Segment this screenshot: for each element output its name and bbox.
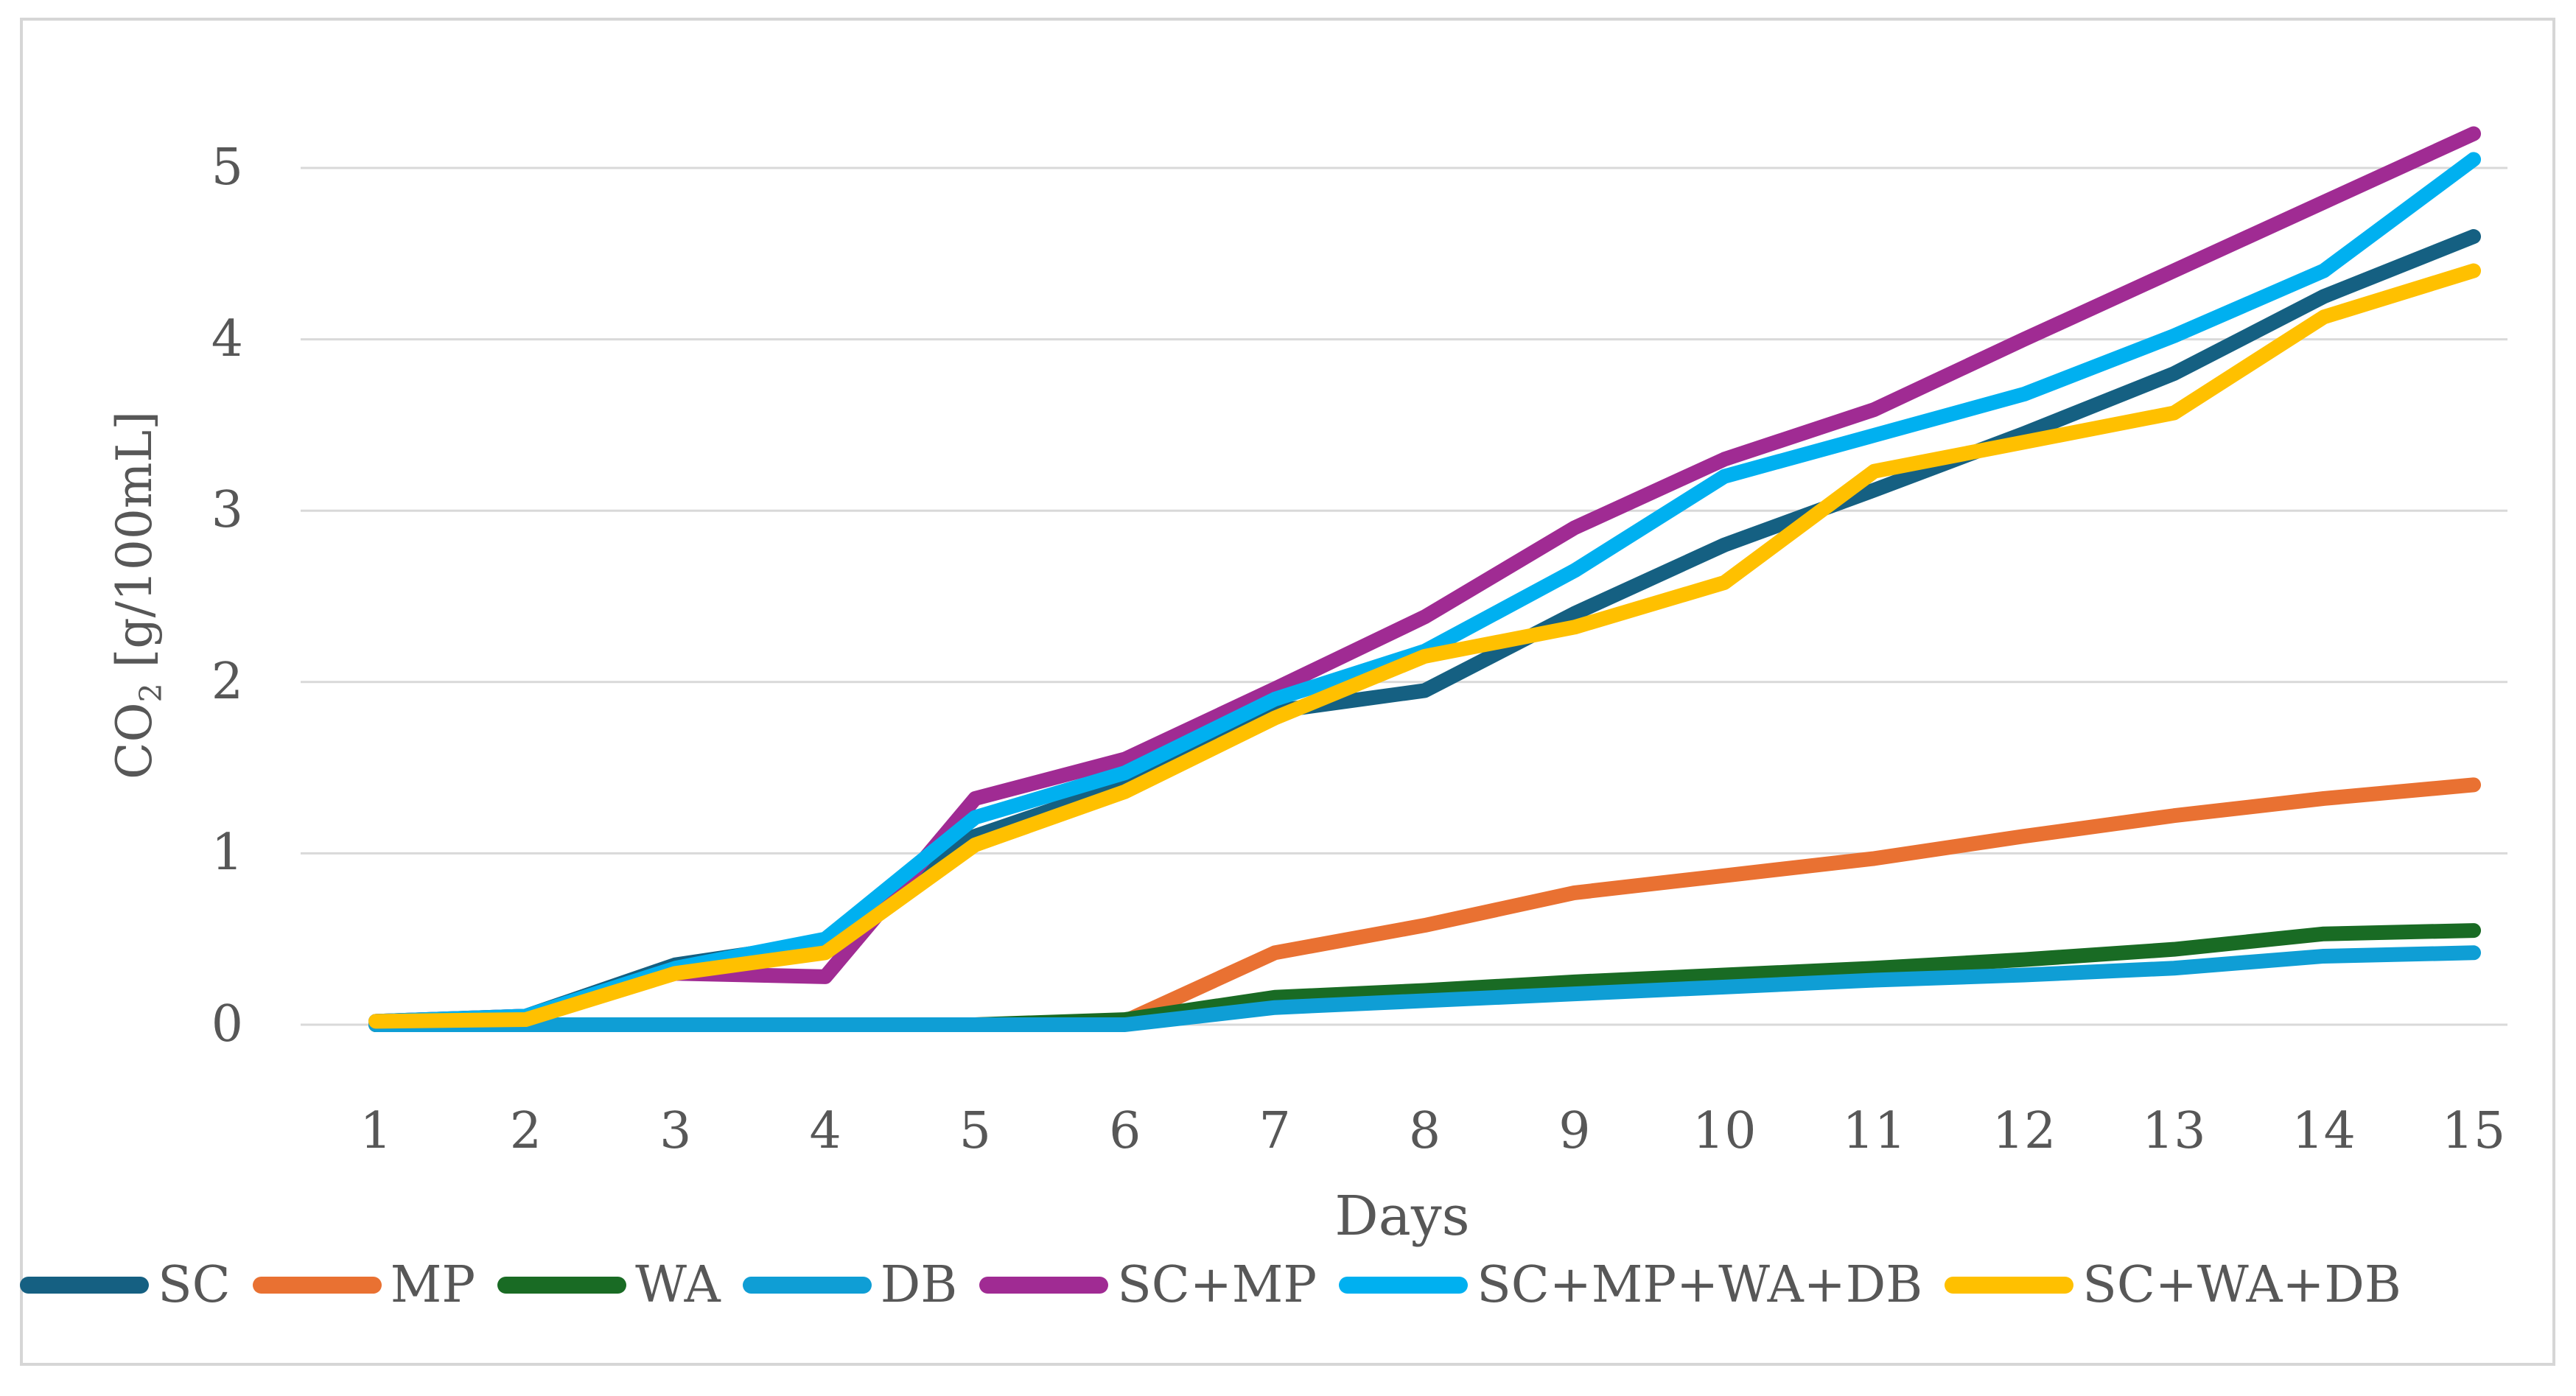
legend-item-sc-mp: SC+MP [979,1256,1317,1314]
legend-label-sc: SC [158,1255,231,1314]
legend-label-mp: MP [390,1255,476,1314]
legend-label-wa: WA [635,1255,721,1314]
y-tick-label-0: 0 [211,995,243,1053]
x-tick-label-9: 9 [1558,1102,1591,1160]
y-axis-title-suffix: [g/100mL] [106,411,163,684]
legend-label-db: DB [880,1255,958,1314]
series-line-SC+WA+DB [368,263,2482,1029]
legend: SC MP WA DB SC+MP SC+MP+WA+DB SC+WA+DB [0,1248,2499,1322]
legend-swatch-sc-wa-db [1945,1276,2074,1294]
series-lines [368,126,2482,1032]
gridlines [301,166,2507,1026]
legend-swatch-wa [497,1276,627,1294]
x-tick-label-15: 15 [2441,1102,2506,1160]
x-tick-label-4: 4 [809,1102,841,1160]
x-tick-label-11: 11 [1842,1102,1906,1160]
legend-swatch-mp [252,1276,382,1294]
series-line-SC+MP [368,126,2482,1029]
legend-swatch-sc-mp-wa-db [1339,1276,1469,1294]
x-tick-label-13: 13 [2142,1102,2206,1160]
series-line-SC+MP+WA+DB [368,152,2482,1029]
y-axis-title: CO2 [g/100mL] [102,80,169,1111]
legend-item-sc-mp-wa-db: SC+MP+WA+DB [1339,1256,1922,1314]
legend-label-sc-mp-wa-db: SC+MP+WA+DB [1477,1255,1923,1314]
x-tick-label-8: 8 [1408,1102,1441,1160]
legend-item-db: DB [742,1255,958,1314]
y-tick-label-5: 5 [211,138,243,197]
series-line-SC [368,229,2482,1029]
y-tick-label-1: 1 [211,824,243,883]
legend-swatch-db [742,1276,872,1294]
y-tick-label-4: 4 [211,309,243,368]
legend-item-wa: WA [497,1256,721,1314]
y-tick-label-3: 3 [211,481,243,540]
legend-item-sc-wa-db: SC+WA+DB [1945,1256,2401,1314]
legend-swatch-sc-mp [979,1276,1109,1294]
y-tick-label-2: 2 [211,652,243,711]
legend-swatch-sc [20,1276,150,1294]
legend-label-sc-wa-db: SC+WA+DB [2082,1255,2401,1314]
legend-label-sc-mp: SC+MP [1117,1255,1317,1314]
x-tick-label-2: 2 [509,1102,542,1160]
series-line-DB [368,945,2482,1032]
x-tick-label-14: 14 [2292,1102,2356,1160]
legend-item-mp: MP [252,1255,476,1314]
x-tick-label-12: 12 [1992,1102,2057,1160]
x-axis-title: Days [1334,1185,1470,1248]
legend-item-sc: SC [20,1256,231,1314]
x-tick-label-3: 3 [659,1102,692,1160]
x-tick-label-1: 1 [360,1102,392,1160]
x-tick-label-6: 6 [1109,1102,1141,1160]
x-tick-label-10: 10 [1692,1102,1757,1160]
figure-border [20,18,2555,1366]
x-tick-label-5: 5 [959,1102,992,1160]
x-tick-label-7: 7 [1259,1102,1291,1160]
